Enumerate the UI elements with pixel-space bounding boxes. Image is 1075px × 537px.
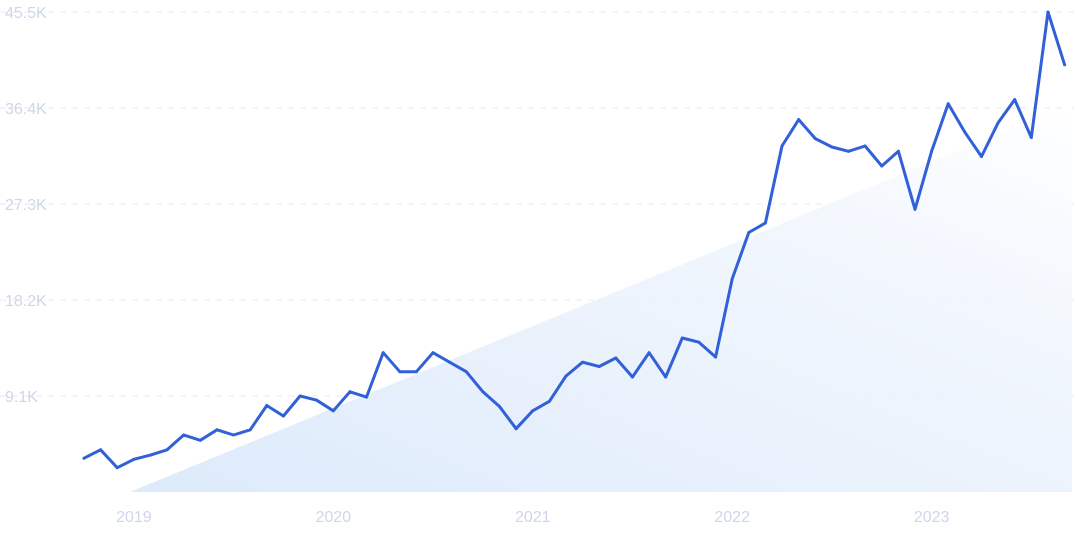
data-point-2022-03 xyxy=(763,221,767,225)
data-point-2021-05 xyxy=(597,365,601,368)
line-layer xyxy=(82,10,1067,470)
data-point-2020-06 xyxy=(414,370,418,374)
data-point-2019-04 xyxy=(182,433,186,437)
data-point-2022-09 xyxy=(863,144,867,148)
x-tick-label-2: 2021 xyxy=(515,509,551,526)
data-point-2021-08 xyxy=(647,351,651,355)
data-point-2022-02 xyxy=(747,231,751,234)
data-point-2023-07 xyxy=(1029,136,1033,139)
data-point-2023-03 xyxy=(963,130,967,134)
data-point-2022-06 xyxy=(813,137,817,141)
data-point-2022-04 xyxy=(780,144,784,148)
data-point-2021-11 xyxy=(697,340,701,344)
x-axis-ticks: 2019 2020 2021 2022 2023 xyxy=(116,509,949,526)
data-point-2019-08 xyxy=(248,428,252,432)
x-tick-label-0: 2019 xyxy=(116,509,152,526)
data-point-2021-06 xyxy=(614,356,618,360)
data-point-2018-11 xyxy=(99,448,103,452)
data-point-2020-11 xyxy=(498,405,501,408)
data-point-2019-10 xyxy=(281,414,285,418)
y-tick-label-2: 27.3K xyxy=(5,197,47,214)
data-point-2021-10 xyxy=(680,336,684,340)
trend-layer xyxy=(130,104,1072,492)
points-layer xyxy=(82,10,1067,470)
x-tick-label-1: 2020 xyxy=(316,509,352,526)
y-tick-label-1: 18.2K xyxy=(5,293,47,310)
data-point-2023-01 xyxy=(930,149,934,153)
data-point-2021-03 xyxy=(564,374,568,378)
data-point-2020-08 xyxy=(448,360,452,364)
data-point-2019-09 xyxy=(265,404,269,407)
trend-area xyxy=(130,104,1072,492)
data-point-2019-07 xyxy=(232,433,236,437)
data-point-2021-01 xyxy=(531,409,535,413)
data-point-2022-05 xyxy=(797,118,801,122)
data-point-2022-01 xyxy=(730,277,734,281)
x-tick-label-3: 2022 xyxy=(714,509,750,526)
data-point-2020-03 xyxy=(365,395,368,399)
data-point-2018-10 xyxy=(82,456,86,460)
data-point-2019-05 xyxy=(198,438,202,442)
data-point-2020-02 xyxy=(348,390,352,394)
data-point-2020-01 xyxy=(331,409,335,413)
data-point-2022-07 xyxy=(830,145,834,149)
data-point-2019-11 xyxy=(298,394,302,398)
data-point-2020-10 xyxy=(481,390,485,394)
data-point-2020-09 xyxy=(464,370,468,374)
data-point-2022-10 xyxy=(880,164,884,168)
y-tick-label-4: 45.5K xyxy=(5,5,47,22)
data-point-2019-06 xyxy=(215,428,219,432)
data-point-2023-04 xyxy=(980,155,983,158)
data-point-2020-05 xyxy=(398,370,402,374)
data-point-2022-08 xyxy=(847,149,850,153)
data-point-2021-12 xyxy=(714,355,718,359)
data-point-2021-02 xyxy=(547,399,551,403)
data-point-2023-02 xyxy=(946,102,950,106)
y-tick-label-0: 9.1K xyxy=(5,389,38,406)
y-axis-ticks: 9.1K 18.2K 27.3K 36.4K 45.5K xyxy=(5,5,47,406)
data-point-2019-12 xyxy=(315,398,319,402)
data-point-2020-07 xyxy=(431,351,435,355)
data-point-2019-03 xyxy=(165,448,169,452)
data-point-2022-11 xyxy=(896,149,900,153)
data-point-2023-06 xyxy=(1013,98,1017,102)
data-point-2023-08 xyxy=(1046,10,1050,14)
data-point-2021-07 xyxy=(631,375,634,379)
data-point-2023-05 xyxy=(996,121,1000,125)
data-point-2023-09 xyxy=(1063,63,1067,67)
data-point-2020-12 xyxy=(514,427,518,431)
data-point-2022-12 xyxy=(913,207,917,211)
x-tick-label-4: 2023 xyxy=(914,509,950,526)
series-line-0 xyxy=(82,10,1067,470)
data-point-2019-02 xyxy=(149,453,152,457)
y-tick-label-3: 36.4K xyxy=(5,101,47,118)
data-point-2021-04 xyxy=(581,360,585,364)
data-point-2018-12 xyxy=(115,466,119,470)
data-point-2020-04 xyxy=(381,351,385,355)
data-point-2021-09 xyxy=(664,375,668,379)
data-point-2019-01 xyxy=(132,457,136,461)
